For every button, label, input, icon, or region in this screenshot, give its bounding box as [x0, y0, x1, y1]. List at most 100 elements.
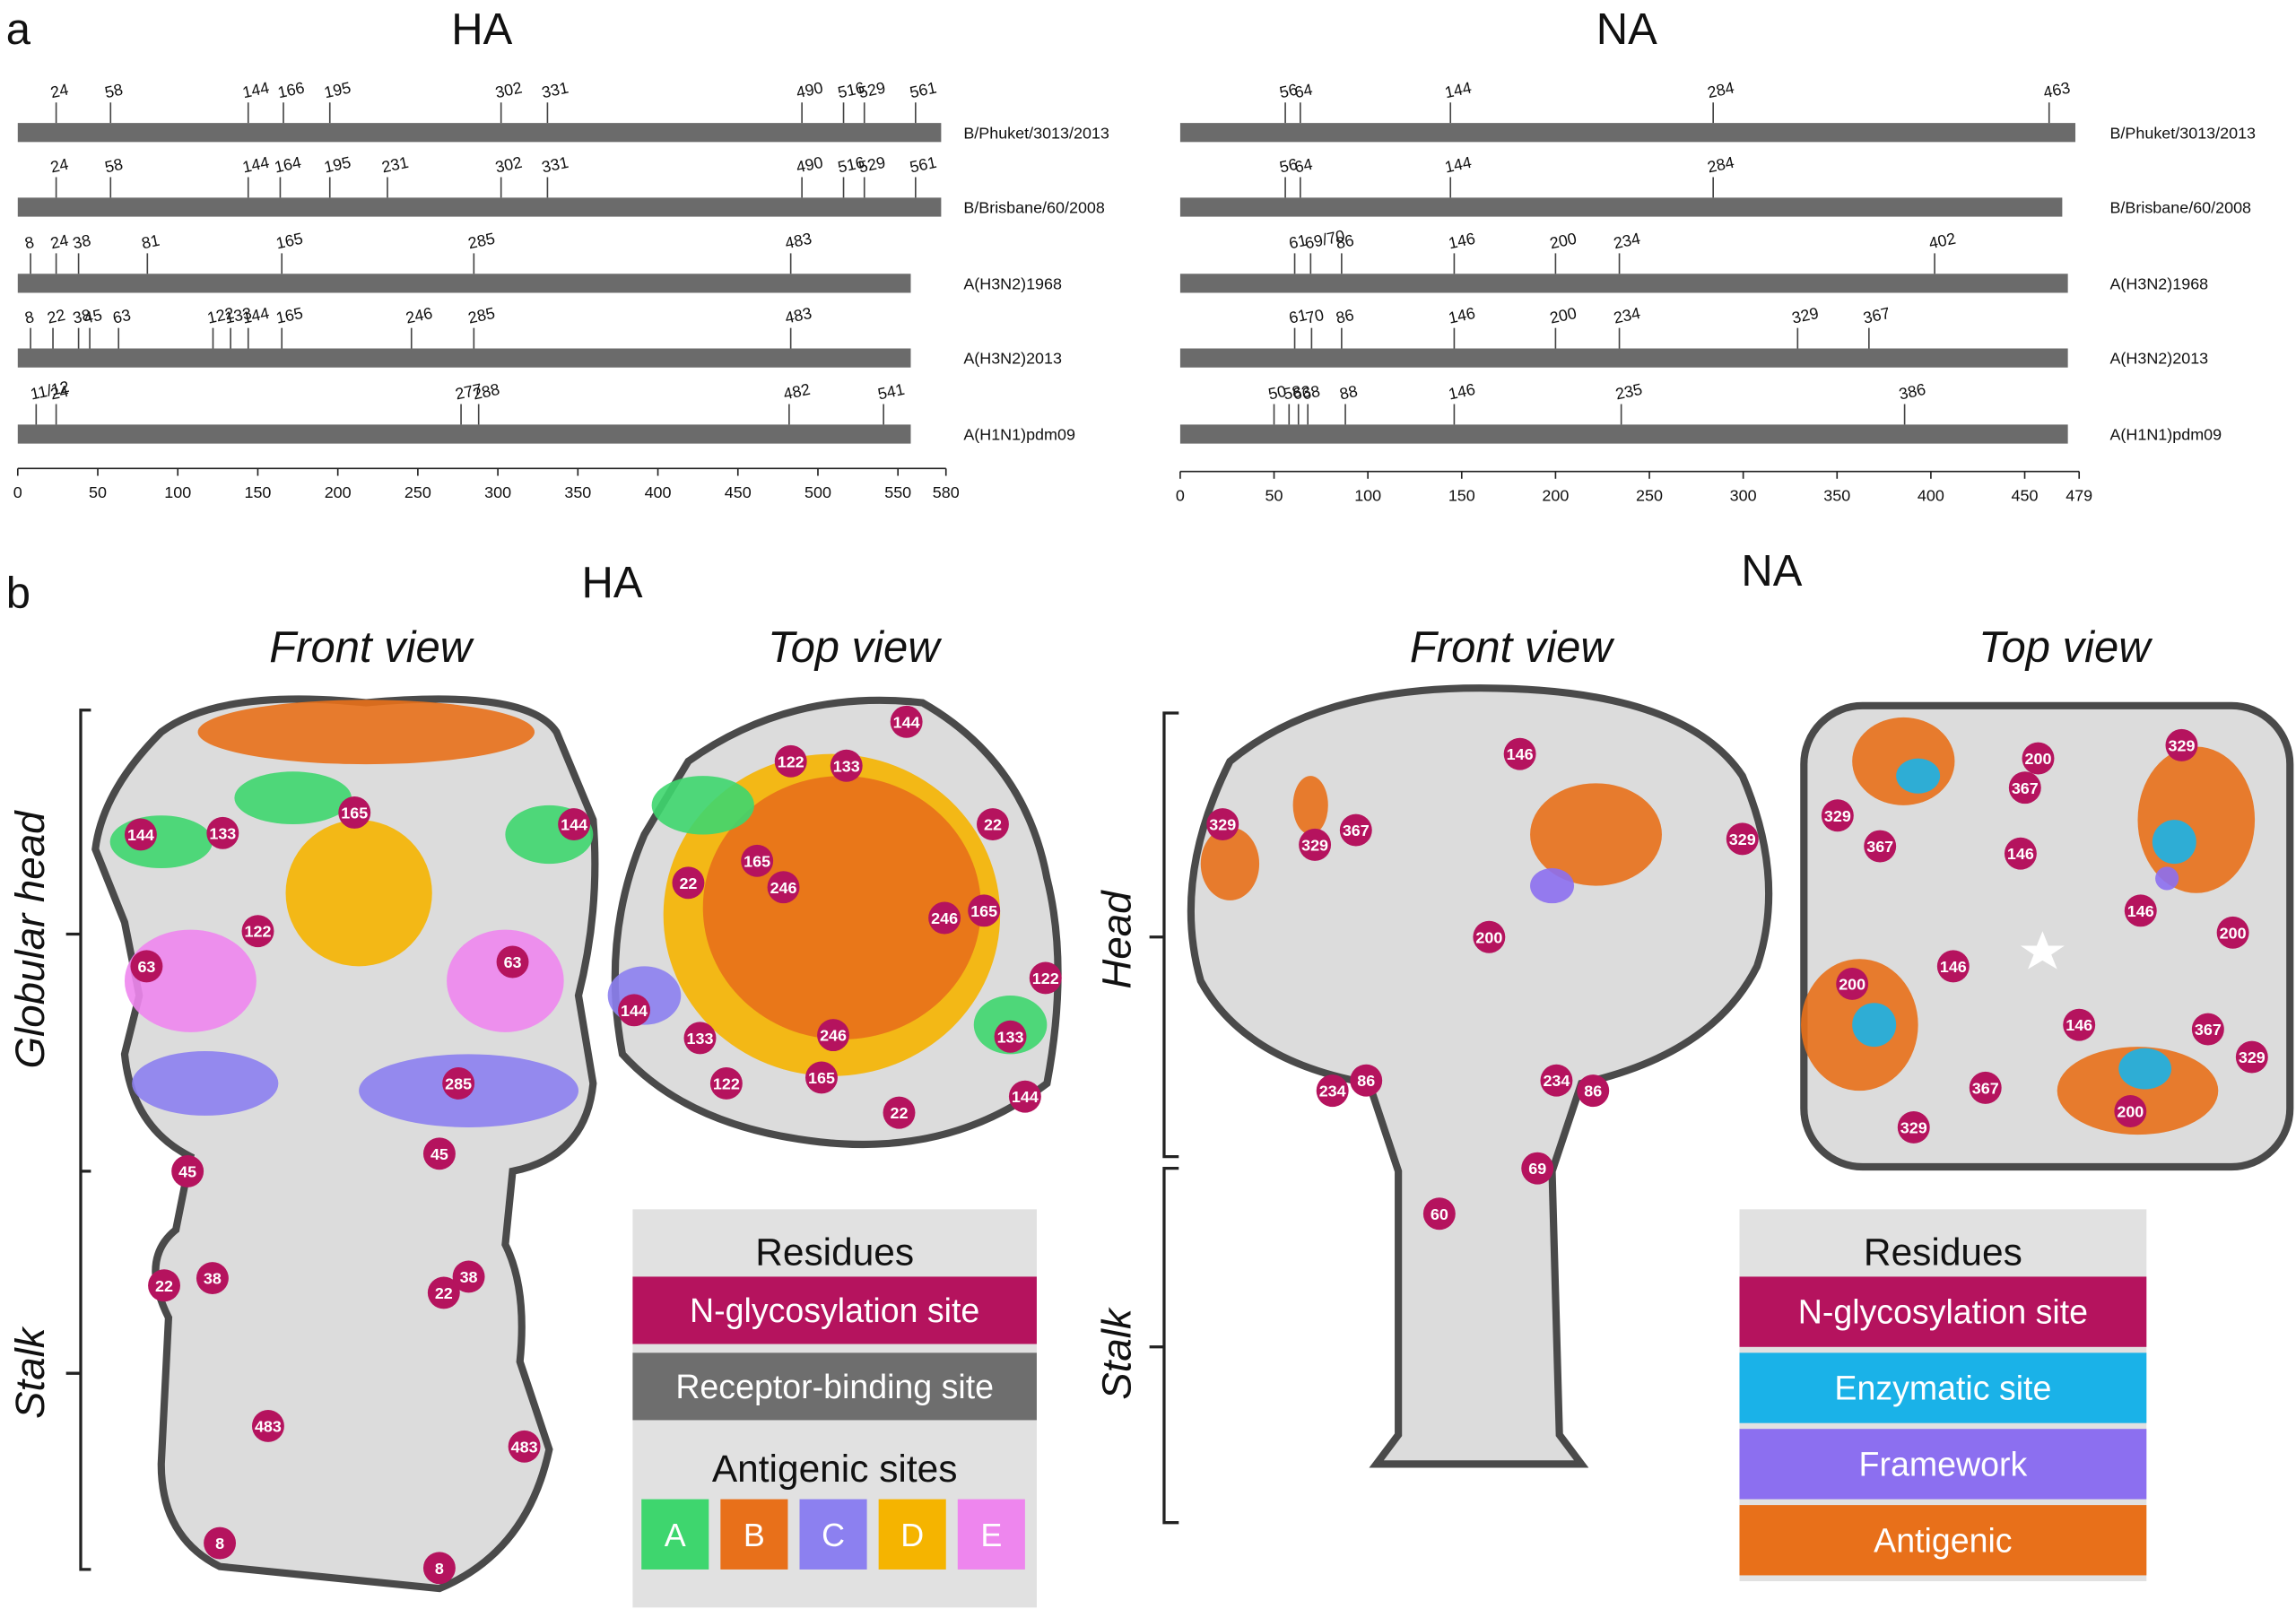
site-label: 86	[1335, 231, 1356, 253]
site-badge-label: 329	[2169, 736, 2196, 754]
x-tick-label: 479	[2066, 486, 2092, 504]
site-badge-label: 38	[204, 1270, 222, 1288]
site-label: 541	[876, 380, 906, 404]
site-badge	[1936, 950, 1970, 983]
site-badge	[890, 705, 923, 738]
site-badge-label: 122	[1032, 970, 1059, 987]
site-badge	[2008, 771, 2041, 804]
site-badges: 200 329 329 367 367 146 146 200 200 146 146 367 329 3…	[1821, 728, 2268, 1144]
site-label: 463	[2041, 78, 2071, 101]
site-label: 81	[140, 231, 161, 253]
site-badge-label: 200	[2025, 750, 2052, 768]
track-name: B/Brisbane/60/2008	[2109, 199, 2251, 217]
site-badge	[2114, 1095, 2147, 1127]
region-label: Stalk	[1093, 1307, 1139, 1400]
track-chart: NA 0 50 100 150 200 250 300 350 400 450 479 B/Phuket…	[1176, 5, 2256, 504]
site-label: 483	[783, 230, 813, 253]
site-label: 284	[1706, 78, 1735, 101]
site-label: 195	[323, 153, 352, 177]
site-badge	[1821, 799, 1854, 832]
site-badge-label: 200	[2220, 924, 2247, 942]
site-badge	[1316, 1074, 1349, 1108]
site-label: 329	[1790, 304, 1820, 327]
site-badge	[124, 818, 157, 851]
track-bar	[17, 197, 942, 217]
site-badge	[2216, 916, 2249, 949]
site-badge	[830, 749, 863, 782]
site-badge	[968, 894, 1001, 927]
site-label: 45	[83, 306, 104, 327]
site-badge-label: 367	[1343, 822, 1370, 839]
x-tick-label: 500	[804, 483, 831, 501]
site-badge	[251, 1409, 284, 1442]
region-patch	[109, 815, 213, 869]
chart-title: NA	[1596, 5, 1657, 54]
site-label: 246	[404, 304, 434, 327]
view-title: Front view	[269, 623, 474, 672]
site-badge	[1521, 1152, 1554, 1185]
site-badge-label: 86	[1357, 1072, 1375, 1090]
x-tick-label: 250	[404, 483, 431, 501]
legend-label: A	[665, 1517, 686, 1553]
legend-label: D	[900, 1517, 924, 1553]
site-badge-label: 329	[1301, 836, 1328, 854]
site-badge	[994, 1020, 1027, 1053]
track-bar	[1179, 348, 2068, 368]
x-tick-label: 300	[484, 483, 511, 501]
site-badge-label: 483	[511, 1438, 538, 1456]
site-badge-label: 200	[2117, 1103, 2144, 1121]
site-label: 231	[380, 153, 410, 177]
x-tick-label: 450	[725, 483, 752, 501]
view-title: Front view	[1410, 623, 1614, 672]
site-label: 144	[241, 153, 271, 177]
legend-swatch	[799, 1499, 867, 1570]
site-badge-label: 146	[1940, 958, 1967, 976]
site-label: 56	[1278, 155, 1300, 177]
ha-front-structure	[91, 695, 599, 1593]
region-patch	[132, 1051, 279, 1116]
site-label: 64	[1293, 155, 1315, 177]
legend-swatch	[632, 1276, 1037, 1344]
site-badge	[1577, 1074, 1610, 1108]
region-patch	[447, 929, 564, 1032]
site-badge	[1503, 737, 1536, 770]
site-label: 38	[71, 231, 92, 253]
site-badge	[422, 1137, 456, 1170]
site-label: 63	[1292, 382, 1313, 404]
site-badge-label: 367	[1972, 1079, 1999, 1097]
na-title: NA	[1741, 547, 1802, 596]
track-name: A(H1N1)pdm09	[963, 426, 1075, 444]
site-badge-label: 234	[1543, 1072, 1570, 1090]
site-label: 8	[23, 308, 36, 327]
track-chart: HA 0 50 100 150 200 250 300 350 400 450 500 550 580 B/…	[13, 5, 1109, 501]
region-label: Globular head	[7, 810, 53, 1069]
site-badge-label: 122	[713, 1075, 740, 1093]
site-label: 302	[493, 78, 523, 101]
legend-label: Receptor-binding site	[675, 1368, 994, 1405]
site-badge-label: 246	[820, 1027, 847, 1045]
site-label: 61	[1287, 231, 1309, 253]
site-label: 331	[540, 153, 570, 177]
site-badge	[442, 1067, 475, 1100]
site-badge-label: 285	[445, 1075, 472, 1093]
site-badge	[204, 1526, 237, 1560]
x-tick-label: 450	[2012, 486, 2039, 504]
region-patch	[1292, 776, 1328, 835]
site-label: 402	[1927, 230, 1957, 253]
site-label: 144	[1443, 153, 1473, 177]
site-label: 200	[1548, 304, 1578, 327]
site-label: 8	[23, 233, 36, 253]
site-badge-label: 165	[808, 1069, 835, 1087]
track-name: A(H3N2)1968	[963, 274, 1062, 292]
site-badge-label: 8	[215, 1535, 224, 1552]
site-badge-label: 146	[2127, 902, 2154, 920]
region-patch	[1852, 1003, 1897, 1048]
region-patch	[1200, 827, 1260, 900]
legend-heading: Residues	[755, 1231, 914, 1273]
site-badge-label: 144	[621, 1002, 648, 1020]
track-name: A(H3N2)2013	[963, 350, 1062, 368]
site-label: 200	[1548, 230, 1578, 253]
panel-label: b	[6, 569, 30, 617]
site-badge-label: 329	[1209, 816, 1236, 834]
